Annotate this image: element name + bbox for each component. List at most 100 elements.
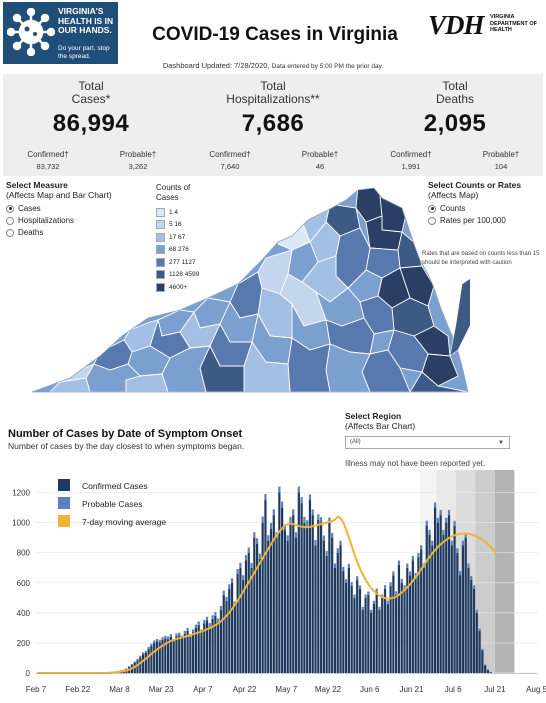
confirmed-bar (222, 594, 225, 673)
confirmed-bar (253, 537, 256, 673)
confirmed-bar (367, 594, 370, 673)
measure-option-hospitalizations[interactable]: Hospitalizations (6, 216, 112, 225)
radio-hospitalizations[interactable] (6, 216, 14, 225)
confirmed-bar (344, 582, 348, 673)
radio-cases[interactable] (6, 204, 14, 213)
confirmed-bar (144, 652, 147, 673)
confirmed-bar (311, 515, 314, 673)
confirmed-bar (383, 588, 387, 673)
confirmed-bar (141, 654, 145, 673)
legend-bin-label: 4600+ (169, 283, 188, 291)
confirmed-bar (236, 573, 239, 673)
confirmed-bar (459, 575, 462, 673)
chevron-down-icon[interactable]: ▼ (498, 440, 504, 446)
probable-bar (230, 578, 234, 583)
confirmed-bar (267, 540, 270, 673)
region-dropdown[interactable]: (All) ▼ (345, 436, 510, 449)
probable-bar (158, 639, 161, 643)
probable-bar (197, 621, 200, 625)
badge-title: VIRGINIA'S HEALTH IS IN OUR HANDS. (58, 6, 114, 35)
probable-bar (428, 529, 431, 535)
radio-deaths[interactable] (6, 228, 14, 237)
confirmed-bar (180, 638, 184, 673)
confirmed-bar (292, 515, 295, 673)
probable-bar (475, 609, 478, 613)
legend-swatch (156, 282, 165, 292)
confirmed-bar (389, 585, 392, 673)
probable-bar (286, 535, 289, 541)
probable-bar (294, 532, 298, 538)
measure-option-label: Cases (18, 204, 41, 213)
virginia-map[interactable] (30, 186, 470, 400)
probable-bar (141, 652, 145, 655)
confirmed-bar (283, 530, 287, 673)
confirmed-bar (153, 642, 156, 673)
confirmed-bar (439, 515, 442, 673)
confirmed-bar (464, 537, 467, 673)
confirmed-bar (378, 609, 381, 673)
cases-probable-label: Probable† (119, 150, 157, 159)
radio-counts[interactable] (428, 204, 436, 213)
probable-bar (203, 620, 206, 624)
confirmed-bar (370, 612, 373, 673)
probable-bar (414, 572, 417, 577)
confirmed-bar (286, 540, 289, 673)
confirmed-bar (219, 609, 223, 673)
confirmed-bar (453, 525, 456, 673)
x-tick-label: Mar 8 (109, 685, 130, 694)
probable-bar (372, 600, 376, 604)
probable-bar (389, 582, 392, 586)
confirmed-bar (244, 560, 248, 673)
legend-label: Probable Cases (82, 499, 142, 509)
confirmed-bar (328, 522, 331, 673)
probable-bar (153, 640, 156, 643)
x-tick-label: Feb 22 (65, 685, 90, 694)
confirmed-bar (175, 636, 178, 673)
probable-bar (472, 585, 476, 589)
probable-bar (361, 606, 364, 610)
confirmed-bar (450, 545, 453, 673)
total-hosp-label2: Hospitalizations** (226, 92, 320, 106)
probable-bar (395, 591, 398, 595)
probable-bar (425, 520, 428, 526)
confirmed-bar (194, 627, 198, 673)
confirmed-bar (217, 621, 220, 673)
rates-option-rates[interactable]: Rates per 100,000 (428, 216, 543, 225)
campaign-badge: VIRGINIA'S HEALTH IS IN OUR HANDS. Do yo… (3, 2, 118, 64)
radio-rates[interactable] (428, 216, 436, 225)
rates-note: Rates that are based on counts less than… (422, 251, 540, 266)
probable-bar (467, 563, 470, 568)
legend-swatch (156, 232, 165, 242)
confirmed-bar (456, 552, 459, 673)
probable-bar (331, 532, 334, 538)
chart-header: Number of Cases by Date of Symptom Onset… (8, 428, 244, 451)
rates-option-counts[interactable]: Counts (428, 204, 543, 213)
total-hospitalizations: Total Hospitalizations** 7,686 (193, 80, 353, 138)
confirmed-bar (445, 522, 448, 673)
confirmed-bar (339, 545, 342, 673)
hosp-probable: Probable† 46 (285, 150, 355, 171)
confirmed-bar (361, 609, 364, 673)
probable-bar (408, 571, 412, 576)
probable-bar (289, 516, 292, 523)
probable-bar (183, 630, 186, 634)
confirmed-bar (408, 575, 412, 673)
probable-bar (353, 594, 356, 598)
probable-bar (447, 509, 451, 516)
probable-bar (367, 591, 370, 595)
confirmed-bar (484, 665, 487, 673)
confirmed-bar (186, 630, 189, 673)
probable-bar (370, 609, 373, 613)
total-deaths: Total Deaths 2,095 (375, 80, 535, 138)
probable-bar (350, 582, 353, 586)
measure-option-deaths[interactable]: Deaths (6, 228, 112, 237)
probable-bar (450, 540, 453, 546)
measure-option-cases[interactable]: Cases (6, 204, 112, 213)
hosp-probable-value: 46 (315, 162, 325, 171)
confirmed-bar (300, 503, 303, 673)
probable-bar (431, 540, 434, 546)
probable-bar (217, 618, 220, 622)
probable-bar (433, 502, 437, 508)
y-tick-label: 0 (26, 669, 31, 678)
x-tick-label: Apr 22 (233, 685, 257, 694)
